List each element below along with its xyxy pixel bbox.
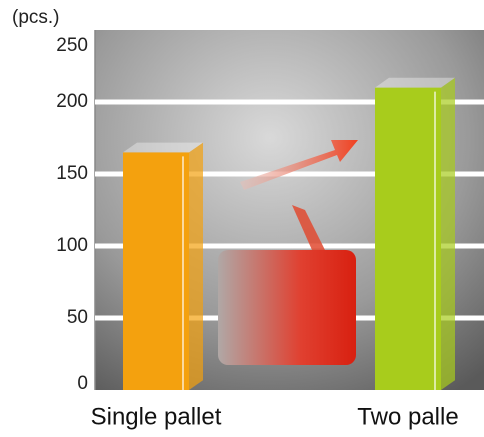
- y-tick-label: 50: [67, 307, 88, 328]
- arrow: [240, 140, 358, 190]
- bar-top: [123, 142, 203, 153]
- y-tick-label: 150: [56, 163, 88, 184]
- bar: [375, 87, 441, 390]
- bar-top: [375, 77, 455, 88]
- bar-side: [189, 142, 203, 390]
- bar: [123, 152, 189, 390]
- annotation-box: [218, 250, 356, 365]
- unit-label: (pcs.): [12, 7, 60, 28]
- bar-side: [441, 77, 455, 391]
- x-tick-label: Single pallet: [91, 403, 222, 430]
- y-tick-label: 100: [56, 235, 88, 256]
- y-tick-label: 250: [56, 35, 88, 56]
- y-tick-label: 0: [77, 373, 88, 394]
- y-tick-label: 200: [56, 91, 88, 112]
- x-tick-label: Two palle: [357, 403, 458, 430]
- callout-pointer: [292, 205, 325, 250]
